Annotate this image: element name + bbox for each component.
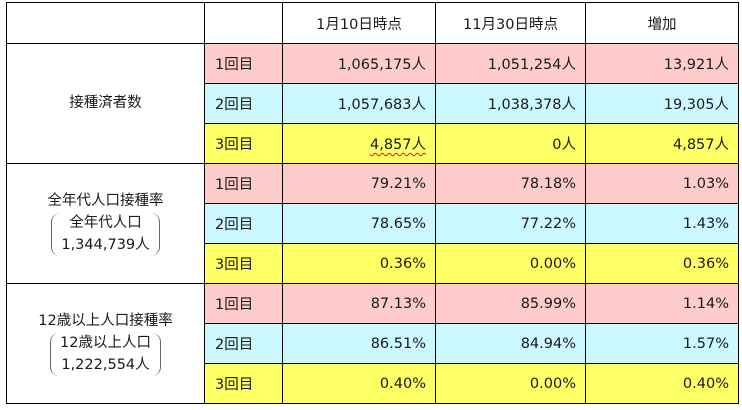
value-nov30: 0人 [435,123,586,164]
table-row: 3回目 4,857人 0人 4,857人 [7,123,739,164]
vaccination-table: 1月10日時点 11月30日時点 増加 接種済者数 1回目 1,065,175人… [6,2,739,404]
dose-label: 2回目 [204,203,283,244]
value-nov30: 0.00% [435,363,586,404]
value-increase: 13,921人 [585,43,739,84]
value-jan10: 86.51% [282,323,436,364]
population-label: 12歳以上人口 [60,335,151,352]
dose-label: 3回目 [204,363,283,404]
value-increase: 1.57% [585,323,739,364]
dose-label: 3回目 [204,243,283,284]
group-label-12plus-rate: 12歳以上人口接種率 12歳以上人口 1,222,554人 [6,283,205,404]
table-row: 2回目 78.65% 77.22% 1.43% [7,203,739,244]
table-row: 2回目 86.51% 84.94% 1.57% [7,323,739,364]
population-bracket: 全年代人口 1,344,739人 [51,213,160,256]
value-increase: 1.14% [585,283,739,324]
group-title: 全年代人口接種率 [47,193,164,210]
header-jan10: 1月10日時点 [282,2,436,44]
value-jan10: 0.40% [282,363,436,404]
value-nov30: 77.22% [435,203,586,244]
value-nov30: 84.94% [435,323,586,364]
value-nov30: 1,038,378人 [435,83,586,124]
value-increase: 4,857人 [585,123,739,164]
group-title: 12歳以上人口接種率 [38,313,173,330]
value-nov30: 85.99% [435,283,586,324]
table-row: 3回目 0.40% 0.00% 0.40% [7,363,739,404]
value-jan10: 4,857人 [282,123,436,164]
table-row: 全年代人口接種率 全年代人口 1,344,739人 1回目 79.21% 78.… [6,163,739,284]
group-label-all-ages-rate: 全年代人口接種率 全年代人口 1,344,739人 [6,163,205,284]
dose-label: 1回目 [204,163,283,204]
value-jan10: 87.13% [282,283,436,324]
population-bracket: 12歳以上人口 1,222,554人 [50,333,161,376]
value-jan10: 79.21% [282,163,436,204]
value-increase: 1.03% [585,163,739,204]
dose-label: 2回目 [204,323,283,364]
header-increase: 増加 [585,2,739,44]
table-row: 3回目 0.36% 0.00% 0.36% [7,243,739,284]
value-increase: 0.36% [585,243,739,284]
population-value: 1,222,554人 [61,356,150,373]
dose-label: 3回目 [204,123,283,164]
table-row: 接種済者数 1回目 1,065,175人 1,051,254人 13,921人 [6,43,739,164]
header-corner [6,2,205,44]
table-row: 2回目 1,057,683人 1,038,378人 19,305人 [7,83,739,124]
spellcheck-underlined-value: 4,857人 [369,137,426,153]
value-increase: 1.43% [585,203,739,244]
table-row: 12歳以上人口接種率 12歳以上人口 1,222,554人 1回目 87.13%… [6,283,739,404]
population-value: 1,344,739人 [61,236,150,253]
value-jan10: 1,057,683人 [282,83,436,124]
header-spacer [204,2,283,44]
header-row: 1月10日時点 11月30日時点 増加 [6,2,739,44]
value-jan10: 1,065,175人 [282,43,436,84]
dose-label: 2回目 [204,83,283,124]
group-label-vaccinated-count: 接種済者数 [6,43,205,164]
value-nov30: 0.00% [435,243,586,284]
value-jan10: 0.36% [282,243,436,284]
dose-label: 1回目 [204,283,283,324]
group-title: 接種済者数 [69,94,142,111]
value-nov30: 1,051,254人 [435,43,586,84]
header-nov30: 11月30日時点 [435,2,586,44]
population-label: 全年代人口 [69,215,142,232]
value-jan10: 78.65% [282,203,436,244]
value-increase: 0.40% [585,363,739,404]
value-increase: 19,305人 [585,83,739,124]
dose-label: 1回目 [204,43,283,84]
value-nov30: 78.18% [435,163,586,204]
